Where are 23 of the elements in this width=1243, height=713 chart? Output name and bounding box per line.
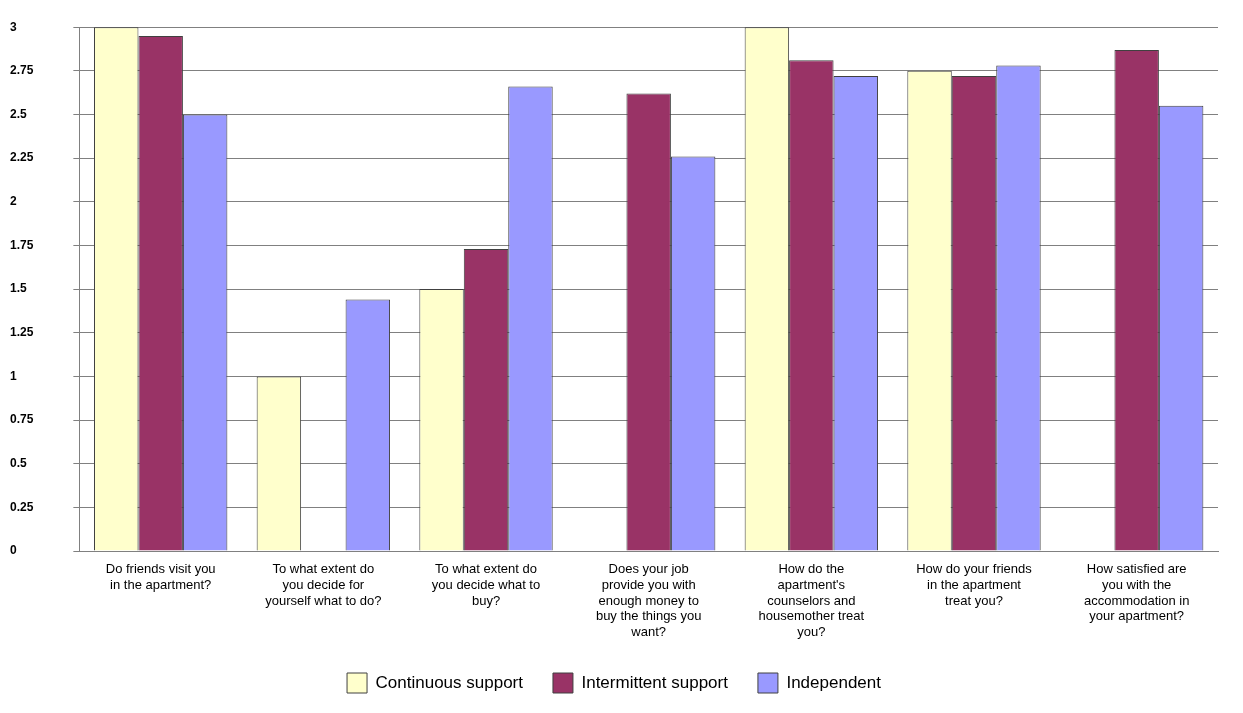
y-tick-label: 0.75 — [10, 412, 34, 427]
legend-label: Independent — [786, 672, 882, 692]
x-tick-label: How do the apartment's counselors and housemother treat you? — [758, 561, 865, 639]
y-tick-label: 2 — [10, 194, 17, 209]
y-tick-label: 2.5 — [10, 106, 28, 121]
y-tick-label: 2.75 — [10, 63, 34, 78]
legend-label: Intermittent support — [581, 672, 729, 692]
x-tick-label: Does your job provide you with enough money to buy the things you want? — [595, 561, 702, 639]
y-tick-label: 0.5 — [10, 456, 28, 471]
y-tick-label: 0 — [10, 543, 17, 558]
legend-label: Continuous support — [375, 672, 524, 692]
x-tick-label: How do your friends in the apartment treat you? — [916, 561, 1033, 608]
x-tick-label: To what extent do you decide what to buy? — [431, 561, 541, 608]
y-tick-label: 1 — [10, 368, 17, 383]
x-tick-label: To what extent do you decide for yourself what to do? — [265, 561, 382, 608]
y-tick-label: 1.5 — [10, 281, 28, 296]
x-tick-label: Do friends visit you in the apartment? — [105, 561, 216, 592]
x-tick-label: How satisfied are you with the accommodation in your apartment? — [1083, 561, 1190, 624]
y-tick-label: 0.25 — [10, 499, 34, 514]
y-tick-label: 1.25 — [10, 325, 34, 340]
y-tick-label: 1.75 — [10, 237, 34, 252]
y-tick-label: 3 — [10, 19, 17, 34]
y-tick-label: 2.25 — [10, 150, 34, 165]
